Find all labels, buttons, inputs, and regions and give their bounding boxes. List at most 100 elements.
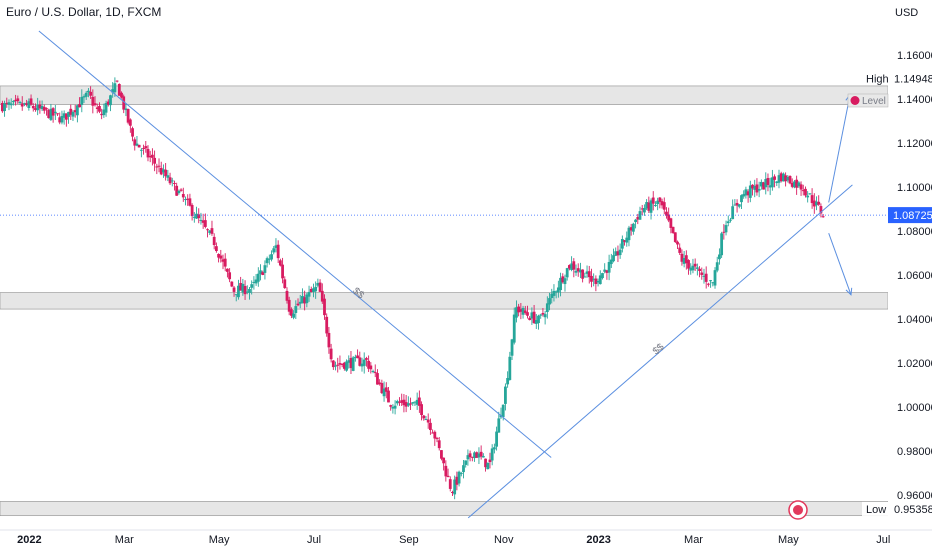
candle-body [605, 270, 609, 273]
high-label: High [866, 73, 889, 85]
candle-body [775, 181, 779, 184]
candle-body [272, 248, 276, 253]
candle-body [428, 422, 432, 431]
candle-body [18, 102, 22, 104]
x-tick-label: Mar [115, 534, 134, 546]
candle-body [256, 273, 260, 282]
candle-body [579, 269, 582, 273]
candle-body [327, 332, 331, 348]
candle-body [184, 199, 187, 201]
candle-body [12, 101, 15, 103]
candle-body [135, 143, 139, 146]
candle-body [764, 179, 768, 188]
zone-rect [0, 292, 889, 310]
candle-body [552, 290, 556, 296]
candle-body [95, 107, 99, 109]
candle-body [665, 211, 668, 216]
candle-body [115, 80, 119, 82]
candle-body [230, 281, 234, 287]
y-tick-label: 1.14000 [897, 94, 932, 106]
candle-body [232, 287, 236, 292]
candle-body [424, 419, 428, 421]
candle-body [296, 303, 300, 306]
candle-body [157, 165, 161, 167]
candle-body [625, 237, 629, 243]
candle-body [519, 309, 523, 312]
candle-body [554, 291, 558, 293]
candle-body [312, 288, 315, 292]
candle-body [420, 404, 423, 416]
candle-body [594, 278, 598, 284]
candle-body [7, 102, 11, 105]
candle-body [208, 230, 212, 234]
candle-body [563, 278, 567, 285]
candle-body [162, 169, 165, 173]
events-icon-dot [793, 505, 803, 515]
candle-body [759, 181, 763, 187]
candle-body [718, 254, 721, 260]
candle-body [31, 106, 35, 109]
candle-body [541, 313, 545, 315]
candle-body [351, 357, 355, 371]
candle-body [42, 106, 46, 111]
candle-body [636, 217, 640, 220]
candle-body [442, 457, 446, 464]
candle-body [113, 83, 117, 93]
candle-body [638, 211, 642, 220]
candle-body [662, 202, 666, 210]
candle-body [751, 184, 754, 189]
candle-body [766, 178, 770, 185]
candle-body [362, 359, 366, 366]
candle-body [468, 453, 472, 458]
candle-body [402, 399, 406, 406]
candle-body [612, 255, 615, 262]
candle-body [245, 291, 249, 293]
high-tag-bg [862, 71, 932, 86]
candle-body [488, 459, 492, 463]
candle-body [181, 193, 185, 198]
candle-body [585, 271, 589, 274]
candle-body [715, 262, 719, 271]
candle-body [80, 96, 84, 105]
candle-body [170, 180, 174, 182]
candle-body [226, 268, 229, 272]
candle-body [126, 109, 130, 123]
candle-body [309, 288, 313, 293]
low-label: Low [866, 504, 886, 516]
candle-body [259, 270, 262, 274]
candle-body [543, 314, 547, 318]
chart-title: Euro / U.S. Dollar, 1D, FXCM [6, 5, 162, 19]
candle-body [409, 403, 412, 405]
candle-body [188, 198, 192, 206]
candle-body [537, 315, 540, 324]
candle-body [453, 479, 457, 495]
candle-body [700, 272, 704, 275]
candle-body [740, 195, 743, 203]
candle-body [9, 103, 13, 106]
candle-body [5, 102, 9, 104]
candle-body [378, 382, 382, 384]
candle-body [192, 216, 196, 218]
candle-body [190, 204, 194, 217]
level-label: Level [862, 96, 886, 107]
low-value: 0.95358 [894, 504, 932, 516]
candle-body [142, 148, 145, 150]
candle-body [62, 113, 66, 118]
candle-body [51, 108, 55, 116]
candle-body [274, 245, 278, 248]
low-tag-bg [862, 501, 932, 516]
candle-body [120, 92, 123, 98]
candle-body [574, 270, 578, 273]
candle-body [539, 314, 543, 316]
candle-body [133, 139, 137, 146]
arrow-down-head [845, 287, 853, 296]
candle-body [417, 397, 421, 406]
candle-body [799, 184, 803, 190]
candle-body [473, 452, 476, 459]
candle-body [84, 92, 88, 97]
candle-body [283, 279, 287, 288]
candle-body [808, 193, 812, 195]
